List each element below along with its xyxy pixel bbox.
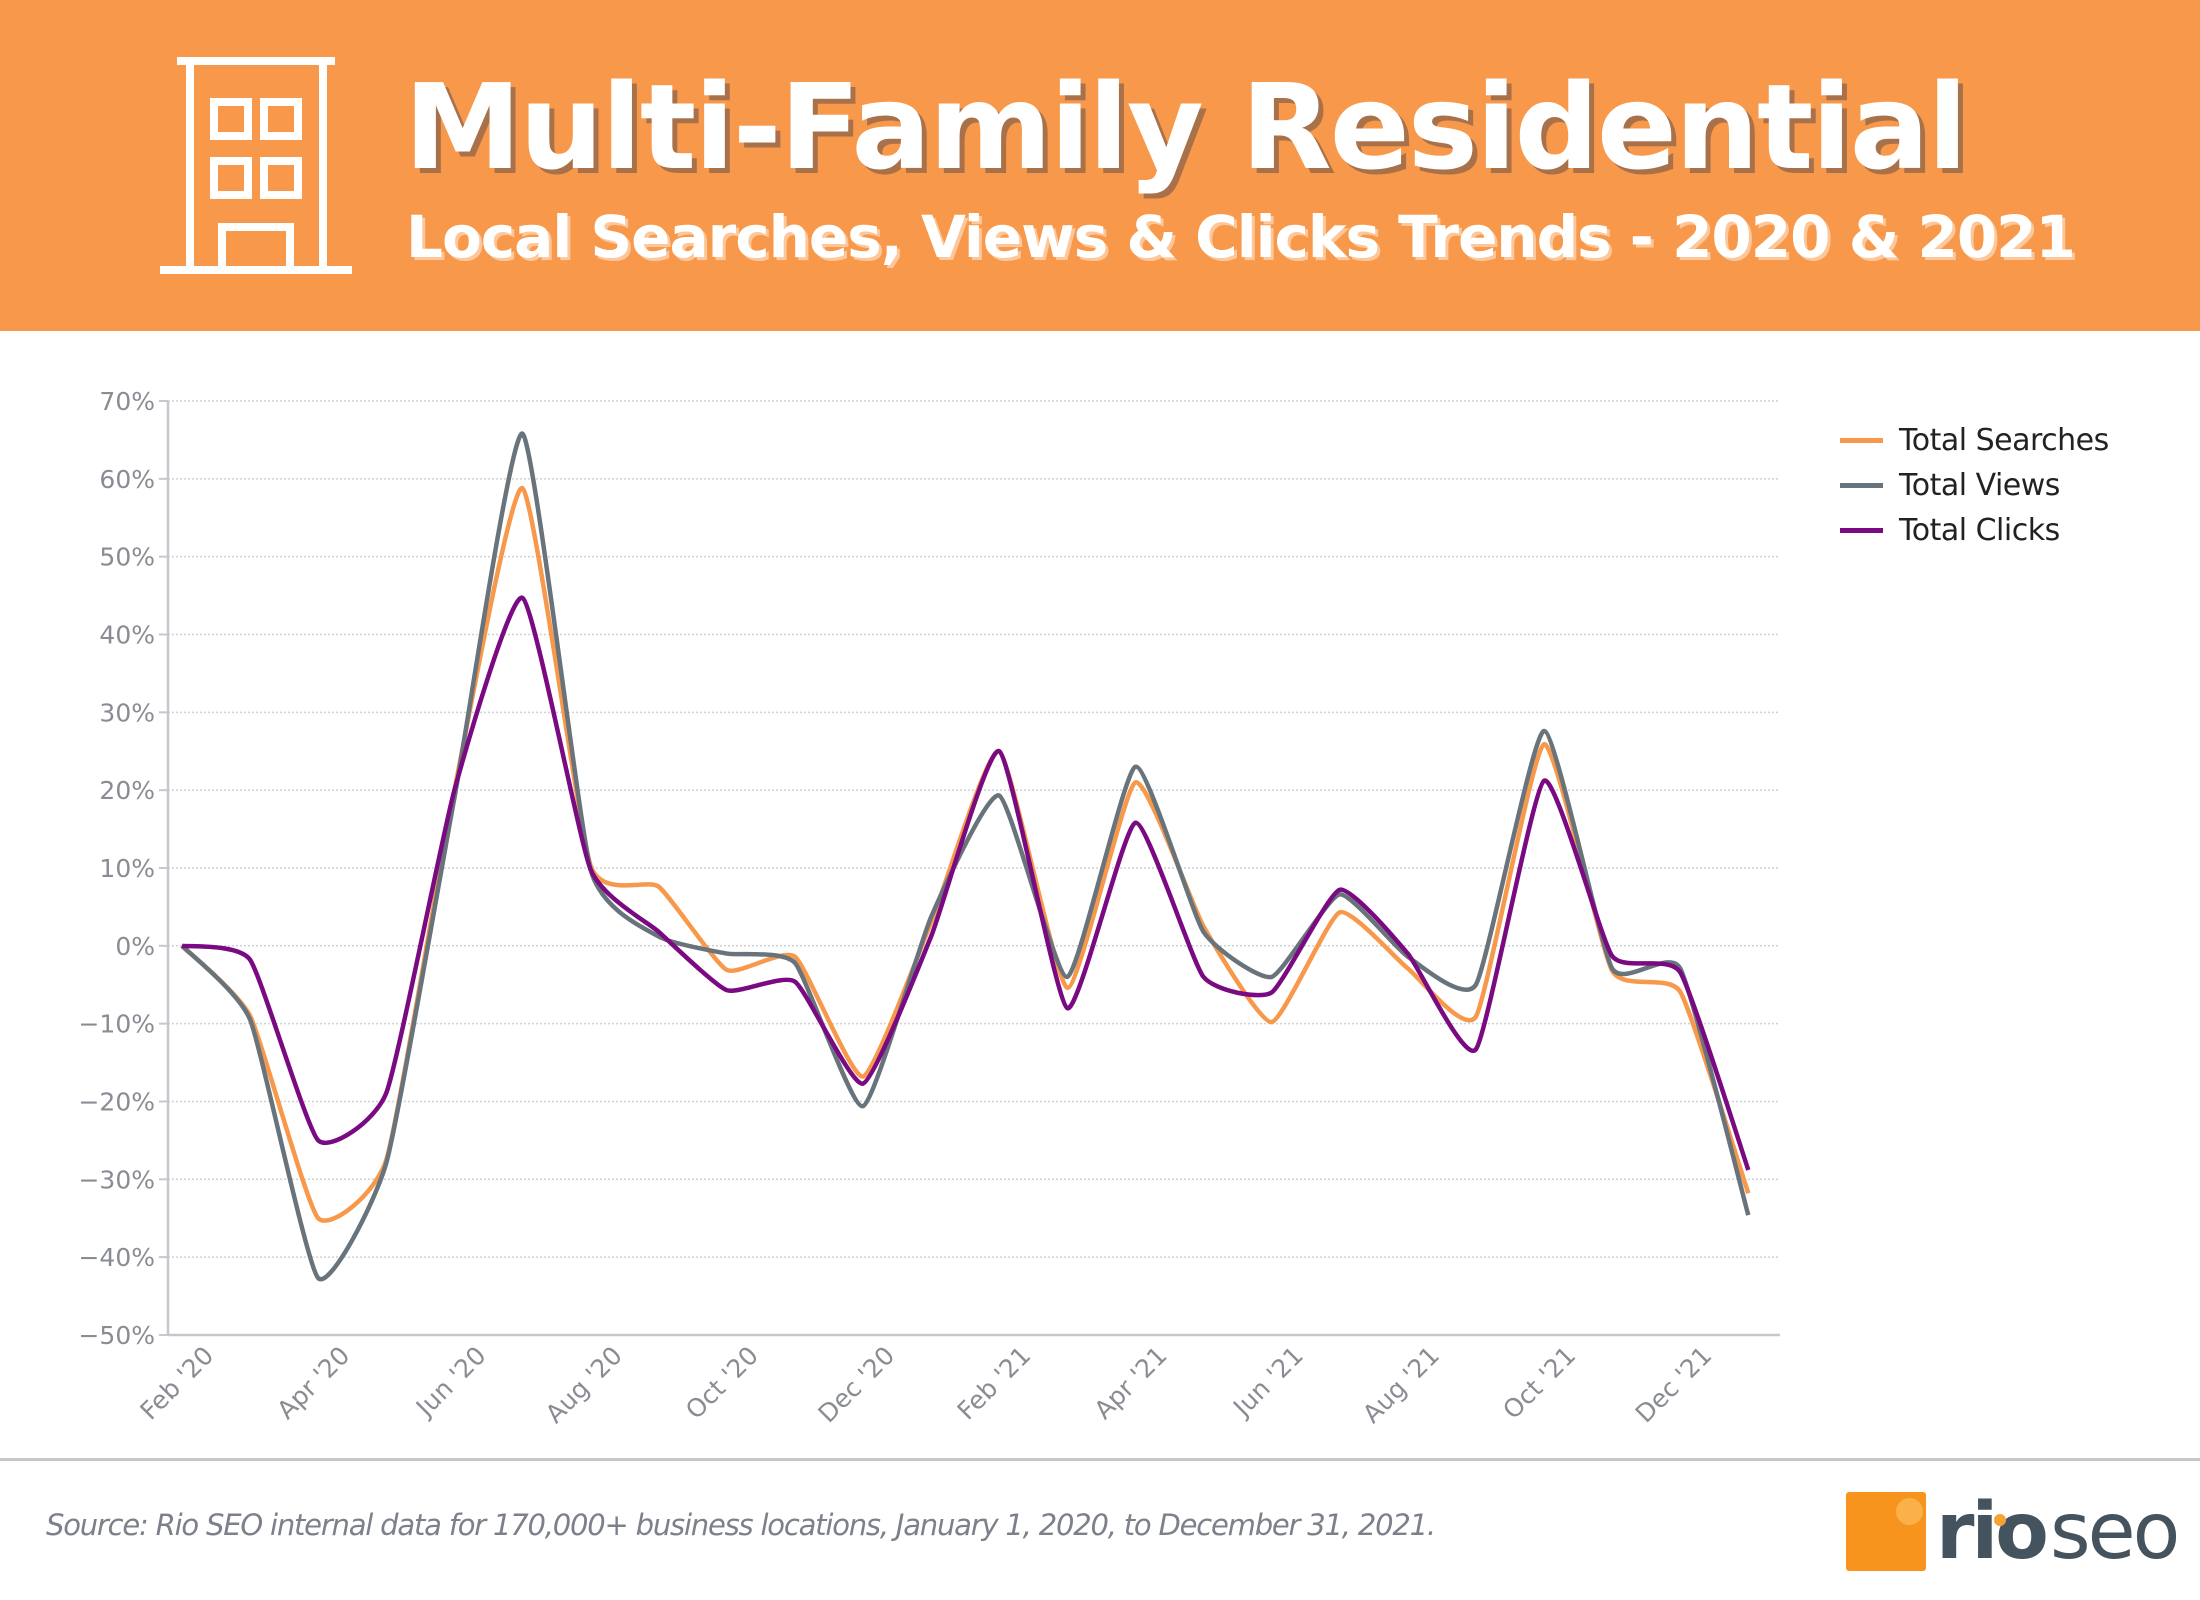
y-tick-label: 30% <box>99 698 155 727</box>
x-tick-label: Feb '21 <box>952 1341 1037 1426</box>
chart-legend: Total Searches Total Views Total Clicks <box>1840 418 2109 553</box>
legend-swatch-views <box>1840 483 1883 488</box>
x-tick-label: Apr '21 <box>1089 1341 1173 1425</box>
building-icon <box>160 57 352 274</box>
legend-item-views: Total Views <box>1840 463 2109 508</box>
y-tick-label: 60% <box>99 465 155 494</box>
y-tick-label: −50% <box>78 1321 155 1350</box>
y-tick-label: −40% <box>78 1243 155 1272</box>
logo-square-icon <box>1846 1492 1926 1571</box>
x-tick-label: Oct '20 <box>680 1341 764 1425</box>
page-subtitle: Local Searches, Views & Clicks Trends - … <box>406 203 2076 271</box>
x-tick-label: Dec '20 <box>813 1341 901 1429</box>
x-tick-label: Aug '21 <box>1357 1341 1445 1429</box>
x-tick-label: Feb '20 <box>134 1341 219 1426</box>
logo-text-rio: rio <box>1936 1487 2049 1577</box>
source-note: Source: Rio SEO internal data for 170,00… <box>46 1508 1436 1542</box>
header-banner: Multi-Family Residential Local Searches,… <box>0 0 2200 331</box>
x-tick-label: Jun '21 <box>1226 1341 1309 1424</box>
y-tick-label: 50% <box>99 543 155 572</box>
footer-divider <box>0 1458 2200 1461</box>
y-tick-label: −10% <box>78 1010 155 1039</box>
y-tick-label: 0% <box>115 932 155 961</box>
series-total-searches <box>180 485 1751 1223</box>
y-tick-label: −30% <box>78 1165 155 1194</box>
x-tick-label: Dec '21 <box>1630 1341 1718 1429</box>
y-tick-label: 10% <box>99 854 155 883</box>
legend-swatch-clicks <box>1840 528 1883 533</box>
logo-text-seo: seo <box>2050 1487 2180 1577</box>
legend-item-clicks: Total Clicks <box>1840 508 2109 553</box>
y-tick-label: −20% <box>78 1087 155 1116</box>
x-tick-label: Jun '20 <box>409 1341 492 1424</box>
rio-seo-logo: rio seo <box>1846 1487 2180 1577</box>
logo-circle-icon <box>1896 1498 1923 1525</box>
legend-label: Total Searches <box>1899 423 2109 458</box>
x-tick-label: Oct '21 <box>1497 1341 1581 1425</box>
page-title: Multi-Family Residential <box>404 58 1968 196</box>
chart-area: 70% 60% 50% 40% 30% 20% 10% 0% −10% −20% −30% −40% −… <box>0 331 2200 1460</box>
y-tick-label: 70% <box>99 387 155 416</box>
series-total-views <box>180 431 1751 1282</box>
legend-item-searches: Total Searches <box>1840 418 2109 463</box>
legend-swatch-searches <box>1840 438 1883 443</box>
y-tick-label: 40% <box>99 620 155 649</box>
line-chart: 70% 60% 50% 40% 30% 20% 10% 0% −10% −20% −30% −40% −… <box>78 387 1780 1429</box>
legend-label: Total Views <box>1899 468 2060 503</box>
series-total-clicks <box>181 595 1751 1171</box>
x-tick-label: Apr '20 <box>271 1341 355 1425</box>
x-tick-label: Aug '20 <box>540 1341 628 1429</box>
logo-dot-icon <box>1994 1514 2006 1526</box>
legend-label: Total Clicks <box>1899 513 2060 548</box>
y-tick-label: 20% <box>99 776 155 805</box>
